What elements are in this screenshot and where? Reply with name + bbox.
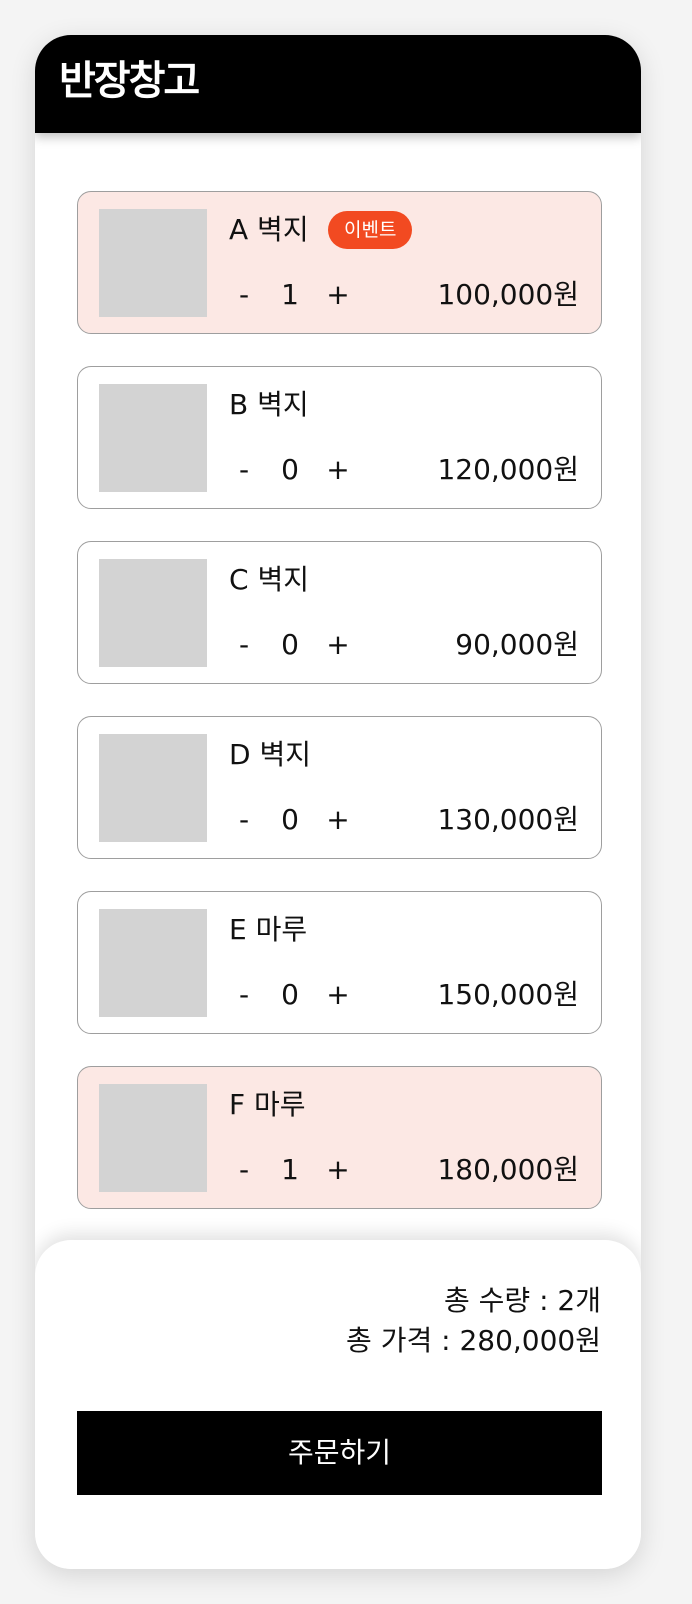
product-thumbnail <box>99 559 207 667</box>
product-card-f[interactable]: F 마루 - 1 + 180,000원 <box>77 1066 602 1209</box>
total-quantity: 총 수량 : 2개 <box>444 1284 601 1317</box>
increase-button[interactable]: + <box>326 628 350 661</box>
quantity-value: 1 <box>281 1153 299 1186</box>
product-name: E 마루 <box>229 913 308 946</box>
increase-button[interactable]: + <box>326 453 350 486</box>
product-list: A 벽지 이벤트 - 1 + 100,000원 B 벽지 - 0 + 120,0… <box>77 191 602 1416</box>
product-card-a[interactable]: A 벽지 이벤트 - 1 + 100,000원 <box>77 191 602 334</box>
product-price: 120,000원 <box>437 453 579 486</box>
logo[interactable]: 반장창고 <box>59 58 200 104</box>
product-name: C 벽지 <box>229 563 309 596</box>
product-card-d[interactable]: D 벽지 - 0 + 130,000원 <box>77 716 602 859</box>
order-summary-panel: 총 수량 : 2개 총 가격 : 280,000원 주문하기 <box>35 1240 641 1569</box>
product-thumbnail <box>99 384 207 492</box>
product-card-e[interactable]: E 마루 - 0 + 150,000원 <box>77 891 602 1034</box>
product-name: F 마루 <box>229 1088 306 1121</box>
increase-button[interactable]: + <box>326 978 350 1011</box>
quantity-value: 1 <box>281 278 299 311</box>
phone-frame: 반장창고 A 벽지 이벤트 - 1 + 100,000원 B 벽지 - 0 + … <box>35 35 641 1569</box>
product-thumbnail <box>99 1084 207 1192</box>
quantity-value: 0 <box>281 803 299 836</box>
product-thumbnail <box>99 909 207 1017</box>
product-card-b[interactable]: B 벽지 - 0 + 120,000원 <box>77 366 602 509</box>
event-badge: 이벤트 <box>328 211 413 249</box>
increase-button[interactable]: + <box>326 803 350 836</box>
product-price: 90,000원 <box>455 628 579 661</box>
decrease-button[interactable]: - <box>238 1153 250 1186</box>
product-price: 130,000원 <box>437 803 579 836</box>
product-thumbnail <box>99 734 207 842</box>
app-header: 반장창고 <box>35 35 641 133</box>
quantity-value: 0 <box>281 628 299 661</box>
decrease-button[interactable]: - <box>238 803 250 836</box>
product-name: A 벽지 <box>229 213 309 246</box>
total-price: 총 가격 : 280,000원 <box>346 1324 601 1357</box>
product-name: B 벽지 <box>229 388 309 421</box>
product-card-c[interactable]: C 벽지 - 0 + 90,000원 <box>77 541 602 684</box>
product-price: 180,000원 <box>437 1153 579 1186</box>
product-thumbnail <box>99 209 207 317</box>
increase-button[interactable]: + <box>326 278 350 311</box>
product-price: 150,000원 <box>437 978 579 1011</box>
quantity-value: 0 <box>281 978 299 1011</box>
product-name: D 벽지 <box>229 738 311 771</box>
decrease-button[interactable]: - <box>238 453 250 486</box>
decrease-button[interactable]: - <box>238 278 250 311</box>
quantity-value: 0 <box>281 453 299 486</box>
decrease-button[interactable]: - <box>238 628 250 661</box>
increase-button[interactable]: + <box>326 1153 350 1186</box>
decrease-button[interactable]: - <box>238 978 250 1011</box>
order-button[interactable]: 주문하기 <box>77 1411 602 1495</box>
product-price: 100,000원 <box>437 278 579 311</box>
